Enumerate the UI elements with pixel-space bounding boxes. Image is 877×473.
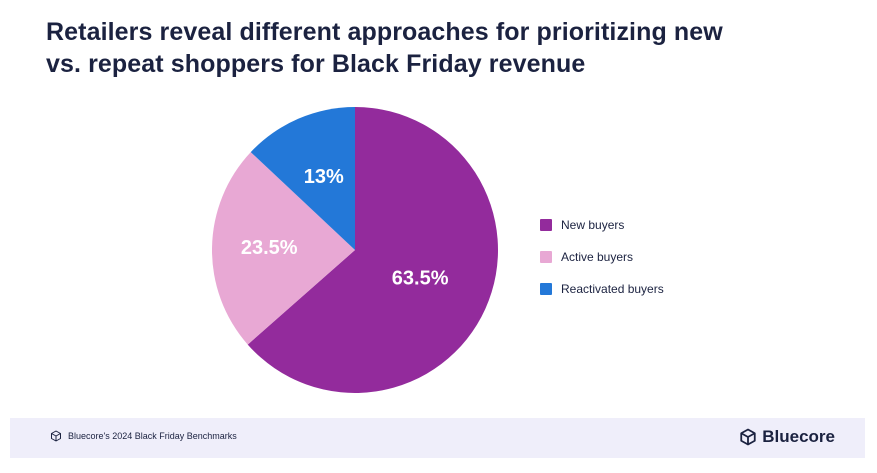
footer-source: Bluecore's 2024 Black Friday Benchmarks [50, 430, 237, 442]
legend-item-reactivated-buyers: Reactivated buyers [540, 281, 664, 297]
legend-swatch-reactivated-buyers [540, 283, 552, 295]
title-line-1: Retailers reveal different approaches fo… [46, 18, 723, 46]
brand-name: Bluecore [762, 427, 835, 446]
pie-slice-active-buyers [212, 152, 355, 345]
legend-label-new-buyers: New buyers [561, 218, 625, 232]
title-line-2: vs. repeat shoppers for Black Friday rev… [46, 50, 586, 78]
legend-label-active-buyers: Active buyers [561, 250, 634, 264]
page-title: Retailers reveal different approaches fo… [46, 16, 846, 80]
brand-logo: Bluecore [739, 427, 835, 447]
pie-slice-reactivated-buyers [250, 107, 355, 250]
legend-swatch-active-buyers [540, 251, 552, 263]
legend-item-new-buyers: New buyers [540, 217, 664, 233]
legend-label-reactivated-buyers: Reactivated buyers [561, 282, 664, 296]
slice-label-active-buyers: 23.5% [241, 237, 298, 259]
slice-label-reactivated-buyers: 13% [304, 166, 344, 188]
pie-chart: 63.5% 23.5% 13% [212, 107, 499, 393]
legend-swatch-new-buyers [540, 219, 552, 231]
cube-icon [51, 430, 61, 442]
pie-slice-new-buyers [247, 107, 499, 393]
slice-label-new-buyers: 63.5% [392, 268, 449, 290]
footer-bar: Bluecore's 2024 Black Friday Benchmarks … [10, 418, 865, 458]
chart-legend: New buyers Active buyers Reactivated buy… [540, 217, 664, 313]
legend-item-active-buyers: Active buyers [540, 249, 664, 265]
footer-source-text: Bluecore's 2024 Black Friday Benchmarks [68, 431, 237, 441]
cube-icon [740, 428, 756, 446]
